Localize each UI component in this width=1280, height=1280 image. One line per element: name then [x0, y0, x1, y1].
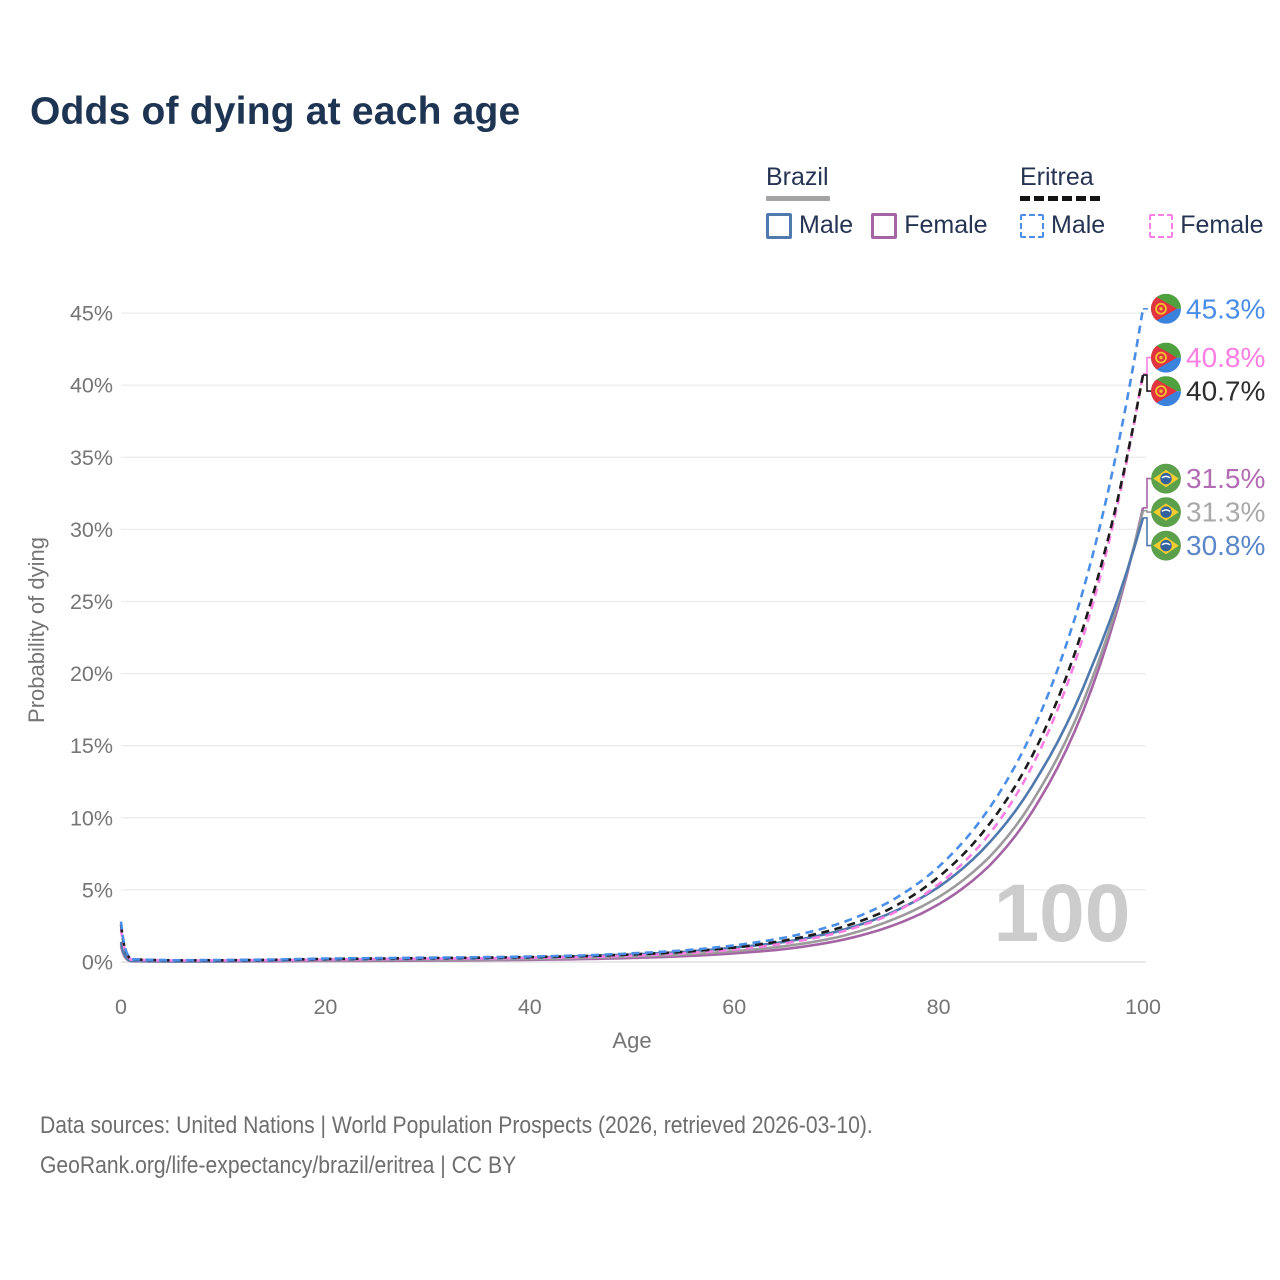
x-tick-100: 100	[1125, 995, 1161, 1019]
y-tick-15: 15%	[70, 734, 113, 758]
end-label-brazil-male: 30.8%	[1186, 530, 1265, 561]
leader-line-eritrea-female	[1143, 356, 1151, 375]
brazil-female-swatch[interactable]	[871, 212, 898, 239]
legend-country-brazil: Brazil	[766, 163, 829, 191]
flag-icon-brazil-male	[1151, 530, 1181, 561]
leader-line-eritrea	[1143, 374, 1151, 392]
y-tick-5: 5%	[82, 878, 113, 902]
x-tick-20: 20	[313, 995, 337, 1019]
legend-label-eritrea-male: Male	[1051, 211, 1106, 239]
flag-icon-eritrea-male	[1151, 293, 1181, 324]
legend: Brazil Male Female Eritrea Male	[0, 163, 1280, 243]
watermark-age-100: 100	[994, 868, 1131, 959]
flag-icon-eritrea-female	[1151, 342, 1181, 373]
footer-url: GeoRank.org/life-expectancy/brazil/eritr…	[40, 1152, 517, 1179]
leader-line-brazil	[1143, 509, 1151, 513]
legend-item-brazil-male[interactable]: Male	[766, 211, 853, 240]
x-tick-80: 80	[927, 995, 951, 1019]
legend-country-eritrea: Eritrea	[1020, 163, 1094, 191]
x-tick-0: 0	[115, 995, 127, 1019]
footer-data-sources: Data sources: United Nations | World Pop…	[40, 1112, 873, 1139]
brazil-solid-line-swatch	[766, 196, 830, 201]
legend-item-eritrea-male[interactable]: Male	[1020, 211, 1105, 240]
end-label-eritrea-male: 45.3%	[1186, 293, 1265, 324]
series-line-eritrea	[119, 374, 1145, 962]
series-line-eritrea-female	[119, 373, 1145, 962]
legend-item-brazil-female[interactable]: Female	[871, 211, 988, 240]
page-title: Odds of dying at each age	[30, 90, 521, 133]
flag-icon-brazil-female	[1151, 463, 1181, 494]
end-label-brazil-female: 31.5%	[1186, 463, 1265, 494]
x-axis-title: Age	[612, 1028, 651, 1053]
legend-label-brazil-male: Male	[799, 211, 854, 239]
legend-group-eritrea: Eritrea Male Female	[1020, 163, 1264, 240]
eritrea-female-swatch[interactable]	[1149, 213, 1174, 238]
legend-group-brazil: Brazil Male Female	[766, 163, 988, 240]
leader-line-brazil-male	[1143, 517, 1151, 547]
y-tick-10: 10%	[70, 806, 113, 830]
flag-icon-brazil	[1151, 497, 1181, 528]
end-label-brazil: 31.3%	[1186, 497, 1265, 528]
y-tick-30: 30%	[70, 518, 113, 542]
legend-label-brazil-female: Female	[904, 211, 988, 239]
end-label-eritrea-female: 40.8%	[1186, 342, 1265, 373]
series-line-brazil-male	[119, 517, 1145, 963]
y-axis-title: Probability of dying	[24, 537, 49, 723]
eritrea-dashed-line-swatch	[1020, 196, 1100, 201]
y-tick-45: 45%	[70, 302, 113, 326]
x-tick-40: 40	[518, 995, 542, 1019]
y-tick-25: 25%	[70, 590, 113, 614]
legend-label-eritrea-female: Female	[1180, 211, 1264, 239]
leader-line-brazil-female	[1143, 477, 1151, 509]
eritrea-male-swatch[interactable]	[1020, 213, 1044, 238]
mortality-chart: 0% 5% 10% 15% 20% 25% 30% 35% 40% 45% 0 20 40 60 80 100…	[24, 293, 1265, 1053]
legend-item-eritrea-female[interactable]: Female	[1149, 211, 1264, 240]
brazil-male-swatch[interactable]	[766, 212, 792, 239]
y-tick-40: 40%	[70, 374, 113, 398]
y-tick-35: 35%	[70, 446, 113, 470]
end-label-eritrea: 40.7%	[1186, 376, 1265, 407]
y-tick-20: 20%	[70, 662, 113, 686]
x-tick-60: 60	[722, 995, 746, 1019]
flag-icon-eritrea	[1151, 376, 1181, 407]
series-line-brazil	[119, 510, 1145, 963]
y-tick-0: 0%	[82, 951, 113, 975]
footer: Data sources: United Nations | World Pop…	[40, 1106, 873, 1186]
series-line-eritrea-male	[119, 308, 1145, 962]
series-line-brazil-female	[119, 507, 1145, 963]
